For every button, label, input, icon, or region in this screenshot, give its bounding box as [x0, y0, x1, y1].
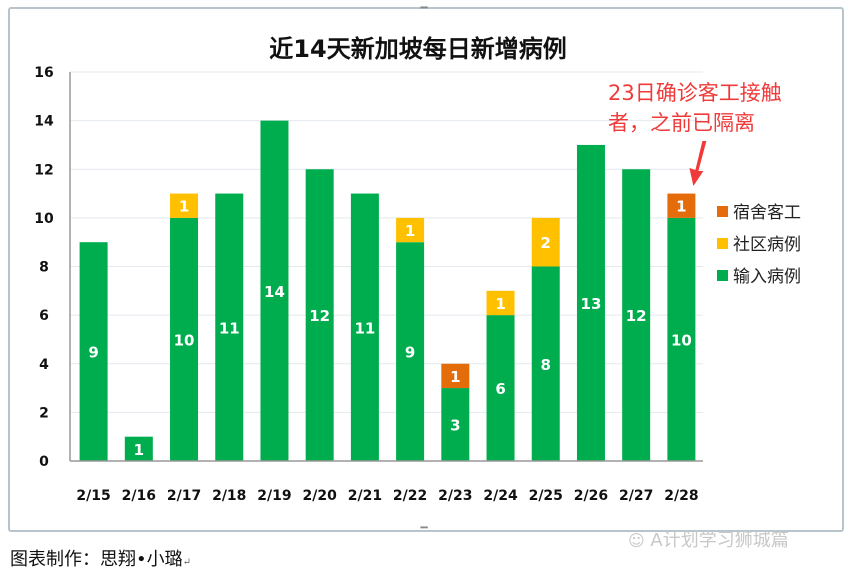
legend-label: 宿舍客工	[733, 203, 801, 223]
y-tick-label: 14	[34, 114, 54, 130]
bar-segment	[622, 169, 651, 461]
bar-segment	[531, 217, 560, 267]
y-tick-label: 12	[34, 162, 53, 178]
x-tick-label: 2/26	[574, 488, 608, 504]
bar-segment	[576, 144, 605, 461]
y-tick-label: 2	[39, 405, 49, 421]
watermark-text: A计划学习狮城篇	[650, 530, 789, 551]
x-tick-label: 2/17	[167, 488, 201, 504]
bar-segment	[531, 266, 560, 461]
data-label: 10	[174, 331, 195, 349]
bar-segment	[486, 290, 515, 316]
bar-segment	[215, 193, 244, 461]
data-label: 1	[676, 198, 686, 216]
y-axis-ticks: 0 2 4 6 8 10 12 14 16	[34, 65, 54, 470]
data-label: 11	[219, 319, 240, 337]
y-tick-label: 4	[39, 357, 49, 373]
y-tick-label: 0	[39, 454, 49, 470]
wechat-icon: ☺	[628, 531, 645, 550]
data-label: 8	[541, 356, 551, 374]
x-tick-label: 2/27	[619, 488, 653, 504]
resize-handle-top[interactable]: ••••	[420, 3, 428, 12]
bar-segment	[396, 242, 425, 461]
legend-label: 输入病例	[733, 267, 801, 287]
bar-segment	[305, 169, 334, 461]
chart-credit: 图表制作：思翔•小璐↵	[10, 545, 191, 571]
x-tick-label: 2/23	[438, 488, 472, 504]
data-label: 1	[405, 222, 415, 240]
bar-segment	[441, 363, 470, 389]
data-label: 11	[354, 319, 375, 337]
x-tick-label: 2/25	[529, 488, 563, 504]
bar-segment	[260, 120, 289, 461]
data-label: 1	[134, 441, 144, 459]
x-axis-ticks: 2/15 2/16 2/17 2/18 2/19 2/20 2/21 2/22 2/23 2/24…	[76, 488, 698, 504]
y-tick-label: 6	[39, 308, 49, 324]
data-label: 1	[495, 295, 505, 313]
data-label: 12	[626, 307, 647, 325]
chart-title: 近14天新加坡每日新增病例	[269, 35, 566, 63]
legend-label: 社区病例	[733, 235, 801, 255]
x-tick-label: 2/21	[348, 488, 382, 504]
watermark: ☺ A计划学习狮城篇	[628, 526, 789, 552]
bar-segment	[486, 315, 515, 461]
y-tick-label: 10	[34, 211, 54, 227]
data-label: 9	[88, 344, 98, 362]
data-label: 1	[450, 368, 460, 386]
data-label: 6	[495, 380, 505, 398]
data-label: 14	[264, 283, 285, 301]
x-tick-label: 2/28	[664, 488, 698, 504]
data-label: 13	[581, 295, 602, 313]
data-label: 3	[450, 417, 460, 435]
annotation-line-1: 23日确诊客工接触	[608, 81, 782, 105]
credit-text: 图表制作：思翔•小璐	[10, 549, 183, 570]
annotation-line-2: 者，之前已隔离	[608, 111, 755, 135]
bar-segment	[170, 193, 199, 218]
data-label: 1	[179, 198, 189, 216]
data-label: 10	[671, 331, 692, 349]
bar-segment	[667, 193, 696, 218]
data-label: 2	[541, 234, 551, 252]
bar-segment	[667, 217, 696, 461]
chart-frame	[8, 7, 844, 532]
bar-segment	[124, 436, 153, 461]
bar-segment	[441, 388, 470, 461]
y-tick-label: 16	[34, 65, 53, 81]
x-tick-label: 2/22	[393, 488, 427, 504]
x-tick-label: 2/24	[483, 488, 518, 504]
bar-segment	[350, 193, 379, 461]
annotation-arrow	[689, 141, 707, 186]
y-tick-label: 8	[39, 260, 49, 276]
data-label: 9	[405, 344, 415, 362]
legend-swatch	[717, 270, 728, 281]
legend-swatch	[717, 206, 728, 217]
bar-segment	[170, 217, 199, 461]
x-tick-label: 2/16	[122, 488, 156, 504]
annotation: 23日确诊客工接触 者，之前已隔离	[608, 81, 782, 186]
data-label: 12	[309, 307, 330, 325]
bar-segment	[396, 217, 425, 243]
paragraph-mark: ↵	[182, 557, 192, 568]
x-tick-label: 2/18	[212, 488, 246, 504]
resize-handle-bottom[interactable]: ••••	[420, 523, 428, 532]
legend-swatch	[717, 238, 728, 249]
x-tick-label: 2/15	[76, 488, 110, 504]
x-tick-label: 2/20	[303, 488, 338, 504]
bar-segment	[79, 242, 108, 461]
x-tick-label: 2/19	[257, 488, 291, 504]
